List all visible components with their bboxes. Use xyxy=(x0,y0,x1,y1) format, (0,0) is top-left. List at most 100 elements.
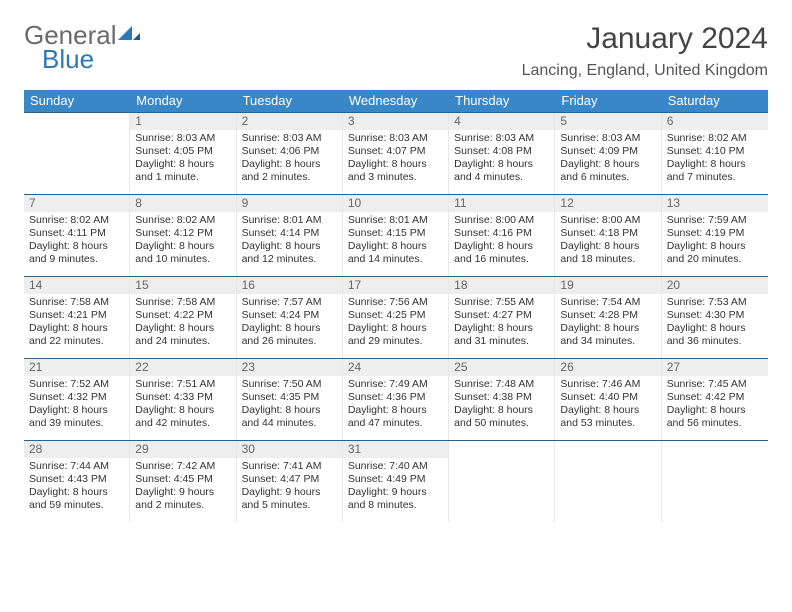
day-number: 27 xyxy=(662,359,768,376)
daylight-line: Daylight: 8 hours and 31 minutes. xyxy=(454,322,549,348)
sunrise-line: Sunrise: 7:58 AM xyxy=(135,296,230,309)
daylight-line: Daylight: 8 hours and 29 minutes. xyxy=(348,322,443,348)
sunrise-line: Sunrise: 7:56 AM xyxy=(348,296,443,309)
sunrise-line: Sunrise: 7:45 AM xyxy=(667,378,763,391)
sunset-line: Sunset: 4:47 PM xyxy=(242,473,337,486)
sunset-line: Sunset: 4:16 PM xyxy=(454,227,549,240)
logo-sail-icon xyxy=(118,22,140,48)
day-number: 29 xyxy=(130,441,235,458)
day-cell: 1Sunrise: 8:03 AMSunset: 4:05 PMDaylight… xyxy=(130,113,236,194)
day-number: 10 xyxy=(343,195,448,212)
day-cell: 17 Sunrise: 7:56 AMSunset: 4:25 PMDayligh… xyxy=(343,277,449,358)
day-cell xyxy=(24,113,130,194)
day-cell: 28Sunrise: 7:44 AMSunset: 4:43 PMDayligh… xyxy=(24,441,130,522)
day-cell xyxy=(662,441,768,522)
day-cell: 13Sunrise: 7:59 AMSunset: 4:19 PMDayligh… xyxy=(662,195,768,276)
sunrise-line: Sunrise: 7:48 AM xyxy=(454,378,549,391)
daylight-line: Daylight: 8 hours and 3 minutes. xyxy=(348,158,443,184)
day-cell: 18Sunrise: 7:55 AMSunset: 4:27 PMDayligh… xyxy=(449,277,555,358)
sunrise-line: Sunrise: 7:59 AM xyxy=(667,214,763,227)
day-number: 11 xyxy=(449,195,554,212)
day-cell: 22Sunrise: 7:51 AMSunset: 4:33 PMDayligh… xyxy=(130,359,236,440)
sunset-line: Sunset: 4:14 PM xyxy=(242,227,337,240)
day-cell: 3Sunrise: 8:03 AMSunset: 4:07 PMDaylight… xyxy=(343,113,449,194)
day-number: 25 xyxy=(449,359,554,376)
day-number: 16 xyxy=(237,277,342,294)
sunset-line: Sunset: 4:36 PM xyxy=(348,391,443,404)
daylight-line: Daylight: 8 hours and 9 minutes. xyxy=(29,240,124,266)
day-number: 7 xyxy=(24,195,129,212)
daylight-line: Daylight: 8 hours and 1 minute. xyxy=(135,158,230,184)
header: General Blue January 2024 Lancing, Engla… xyxy=(24,22,768,80)
sunrise-line: Sunrise: 8:03 AM xyxy=(454,132,549,145)
daylight-line: Daylight: 8 hours and 10 minutes. xyxy=(135,240,230,266)
sunrise-line: Sunrise: 8:03 AM xyxy=(242,132,337,145)
sunrise-line: Sunrise: 8:02 AM xyxy=(667,132,763,145)
week-row: 1Sunrise: 8:03 AMSunset: 4:05 PMDaylight… xyxy=(24,112,768,194)
day-cell: 14Sunrise: 7:58 AMSunset: 4:21 PMDayligh… xyxy=(24,277,130,358)
day-cell: 4Sunrise: 8:03 AMSunset: 4:08 PMDaylight… xyxy=(449,113,555,194)
daylight-line: Daylight: 8 hours and 34 minutes. xyxy=(560,322,655,348)
day-cell xyxy=(555,441,661,522)
sunrise-line: Sunrise: 7:41 AM xyxy=(242,460,337,473)
daylight-line: Daylight: 9 hours and 8 minutes. xyxy=(348,486,443,512)
daylight-line: Daylight: 8 hours and 20 minutes. xyxy=(667,240,763,266)
day-number: 8 xyxy=(130,195,235,212)
sunset-line: Sunset: 4:22 PM xyxy=(135,309,230,322)
sunrise-line: Sunrise: 7:53 AM xyxy=(667,296,763,309)
sunrise-line: Sunrise: 7:40 AM xyxy=(348,460,443,473)
sunrise-line: Sunrise: 8:02 AM xyxy=(29,214,124,227)
sunset-line: Sunset: 4:35 PM xyxy=(242,391,337,404)
day-cell: 21Sunrise: 7:52 AMSunset: 4:32 PMDayligh… xyxy=(24,359,130,440)
sunset-line: Sunset: 4:18 PM xyxy=(560,227,655,240)
day-cell: 2Sunrise: 8:03 AMSunset: 4:06 PMDaylight… xyxy=(237,113,343,194)
weekday-sunday: Sunday xyxy=(24,90,130,112)
day-number: 15 xyxy=(130,277,235,294)
daylight-line: Daylight: 8 hours and 22 minutes. xyxy=(29,322,124,348)
title-block: January 2024 Lancing, England, United Ki… xyxy=(522,22,768,80)
sunset-line: Sunset: 4:21 PM xyxy=(29,309,124,322)
calendar: SundayMondayTuesdayWednesdayThursdayFrid… xyxy=(24,90,768,522)
sunset-line: Sunset: 4:12 PM xyxy=(135,227,230,240)
sunset-line: Sunset: 4:40 PM xyxy=(560,391,655,404)
day-number: 12 xyxy=(555,195,660,212)
sunset-line: Sunset: 4:25 PM xyxy=(348,309,443,322)
day-cell: 27Sunrise: 7:45 AMSunset: 4:42 PMDayligh… xyxy=(662,359,768,440)
sunset-line: Sunset: 4:42 PM xyxy=(667,391,763,404)
day-number: 1 xyxy=(130,113,235,130)
sunset-line: Sunset: 4:11 PM xyxy=(29,227,124,240)
day-cell: 6Sunrise: 8:02 AMSunset: 4:10 PMDaylight… xyxy=(662,113,768,194)
week-row: 28Sunrise: 7:44 AMSunset: 4:43 PMDayligh… xyxy=(24,440,768,522)
sunrise-line: Sunrise: 7:52 AM xyxy=(29,378,124,391)
day-cell: 15 Sunrise: 7:58 AMSunset: 4:22 PMDayligh… xyxy=(130,277,236,358)
sunset-line: Sunset: 4:33 PM xyxy=(135,391,230,404)
daylight-line: Daylight: 9 hours and 2 minutes. xyxy=(135,486,230,512)
day-number: 23 xyxy=(237,359,342,376)
daylight-line: Daylight: 8 hours and 4 minutes. xyxy=(454,158,549,184)
day-cell: 9Sunrise: 8:01 AMSunset: 4:14 PMDaylight… xyxy=(237,195,343,276)
sunset-line: Sunset: 4:07 PM xyxy=(348,145,443,158)
sunset-line: Sunset: 4:30 PM xyxy=(667,309,763,322)
weekday-friday: Friday xyxy=(555,90,661,112)
day-number: 17 xyxy=(343,277,448,294)
logo-text: General Blue xyxy=(24,22,140,72)
day-cell: 5Sunrise: 8:03 AMSunset: 4:09 PMDaylight… xyxy=(555,113,661,194)
day-cell: 20Sunrise: 7:53 AMSunset: 4:30 PMDayligh… xyxy=(662,277,768,358)
sunrise-line: Sunrise: 8:02 AM xyxy=(135,214,230,227)
daylight-line: Daylight: 8 hours and 44 minutes. xyxy=(242,404,337,430)
day-number: 5 xyxy=(555,113,660,130)
day-number: 20 xyxy=(662,277,768,294)
sunrise-line: Sunrise: 8:00 AM xyxy=(454,214,549,227)
day-cell: 8 Sunrise: 8:02 AMSunset: 4:12 PMDaylight… xyxy=(130,195,236,276)
day-cell: 29Sunrise: 7:42 AMSunset: 4:45 PMDayligh… xyxy=(130,441,236,522)
week-row: 21Sunrise: 7:52 AMSunset: 4:32 PMDayligh… xyxy=(24,358,768,440)
sunrise-line: Sunrise: 7:50 AM xyxy=(242,378,337,391)
day-number: 22 xyxy=(130,359,235,376)
sunset-line: Sunset: 4:08 PM xyxy=(454,145,549,158)
day-number: 31 xyxy=(343,441,448,458)
daylight-line: Daylight: 8 hours and 24 minutes. xyxy=(135,322,230,348)
sunset-line: Sunset: 4:05 PM xyxy=(135,145,230,158)
daylight-line: Daylight: 8 hours and 47 minutes. xyxy=(348,404,443,430)
day-cell: 31Sunrise: 7:40 AMSunset: 4:49 PMDayligh… xyxy=(343,441,449,522)
daylight-line: Daylight: 9 hours and 5 minutes. xyxy=(242,486,337,512)
